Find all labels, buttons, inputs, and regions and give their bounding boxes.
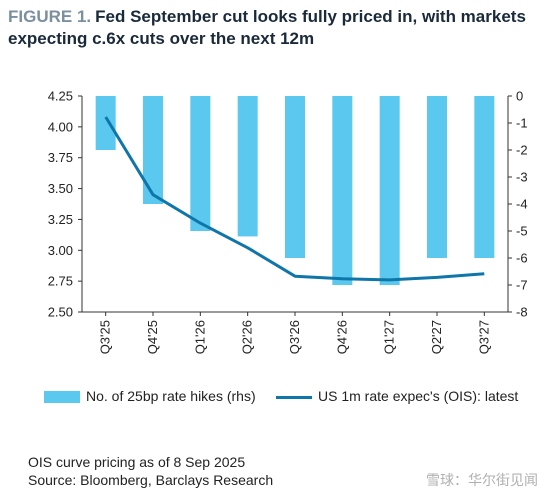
legend-swatch-line xyxy=(276,395,312,399)
left-tick-label: 4.25 xyxy=(48,89,73,104)
left-tick-label: 2.50 xyxy=(48,305,73,320)
right-tick-label: -5 xyxy=(516,224,528,239)
right-tick-label: -6 xyxy=(516,251,528,266)
x-tick-label: Q4'26 xyxy=(334,320,349,354)
bar-8 xyxy=(474,96,495,258)
x-axis-ticks: Q3'25 Q4'25 Q1'26 Q2'26 Q3'26 Q4'26 Q1'27 Q2'27… xyxy=(98,312,491,354)
bar-0 xyxy=(95,96,116,150)
left-tick-label: 3.75 xyxy=(48,150,73,165)
right-tick-label: -8 xyxy=(516,305,528,320)
legend-label-line: US 1m rate expec's (OIS): latest xyxy=(318,388,519,404)
bar-series xyxy=(95,96,495,285)
left-tick-label: 2.75 xyxy=(48,274,73,289)
bar-4 xyxy=(285,96,305,258)
legend-swatch-bars xyxy=(44,391,80,404)
x-tick-label: Q1'27 xyxy=(382,320,397,354)
left-axis-ticks: 2.50 2.75 3.00 3.25 3.50 3.75 4.00 4.25 xyxy=(48,89,82,320)
x-tick-label: Q1'26 xyxy=(192,320,207,354)
right-tick-label: 0 xyxy=(516,89,523,104)
left-tick-label: 3.00 xyxy=(48,243,73,258)
bar-7 xyxy=(427,96,447,258)
legend-item-bars: No. of 25bp rate hikes (rhs) xyxy=(44,386,256,406)
right-tick-label: -3 xyxy=(516,170,528,185)
x-tick-label: Q2'27 xyxy=(429,320,444,354)
legend-item-line: US 1m rate expec's (OIS): latest xyxy=(276,386,518,406)
legend-label-bars: No. of 25bp rate hikes (rhs) xyxy=(86,388,256,404)
left-tick-label: 3.25 xyxy=(48,212,73,227)
bar-2 xyxy=(190,96,211,231)
x-tick-label: Q2'26 xyxy=(240,320,255,354)
right-tick-label: -7 xyxy=(516,278,528,293)
bar-6 xyxy=(379,96,400,285)
bar-5 xyxy=(332,96,353,285)
watermark: 雪球：华尔街见闻 xyxy=(426,472,538,488)
right-tick-label: -2 xyxy=(516,143,528,158)
figure-title-text: Fed September cut looks fully priced in,… xyxy=(8,7,526,48)
left-tick-label: 3.50 xyxy=(48,181,73,196)
chart-title: FIGURE 1. Fed September cut looks fully p… xyxy=(8,6,540,50)
line-series xyxy=(104,116,485,282)
right-tick-label: -1 xyxy=(516,116,528,131)
bar-3 xyxy=(237,96,258,237)
x-tick-label: Q3'26 xyxy=(287,320,302,354)
right-tick-label: -4 xyxy=(516,197,528,212)
left-tick-label: 4.00 xyxy=(48,119,73,134)
figure-label: FIGURE 1. xyxy=(8,7,92,26)
footnote-source: Source: Bloomberg, Barclays Research xyxy=(28,472,274,488)
right-axis-ticks: -8 -7 -6 -5 -4 -3 -2 -1 0 xyxy=(508,89,528,320)
x-tick-label: Q3'25 xyxy=(98,320,113,354)
footnote-date: OIS curve pricing as of 8 Sep 2025 xyxy=(28,454,246,470)
x-tick-label: Q3'27 xyxy=(476,320,491,354)
x-tick-label: Q4'25 xyxy=(145,320,160,354)
bar-1 xyxy=(143,96,163,204)
legend: No. of 25bp rate hikes (rhs) US 1m rate … xyxy=(44,386,544,406)
